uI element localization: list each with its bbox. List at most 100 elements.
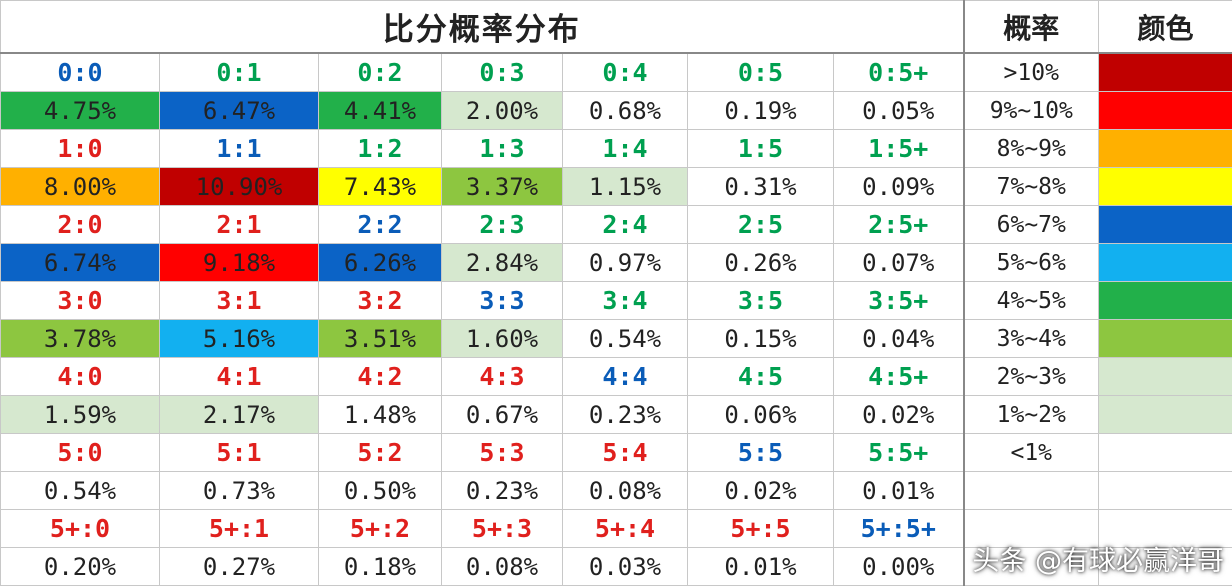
score-cell: 0:5 [687, 52, 834, 92]
probability-value: 1.48% [343, 400, 417, 429]
probability-value: 6.47% [202, 96, 276, 125]
score-cell: 5:4 [562, 433, 688, 472]
score-label: 4:3 [479, 362, 525, 391]
legend-color-swatch [1098, 357, 1232, 396]
score-cell: 5:2 [318, 433, 442, 472]
probability-cell: 0.26% [687, 243, 834, 282]
probability-cell: 6.47% [159, 91, 319, 130]
probability-cell: 3.51% [318, 319, 442, 358]
probability-cell: 0.23% [441, 471, 563, 510]
score-cell: 5+:5+ [833, 509, 965, 548]
score-label: 2:4 [602, 210, 648, 239]
probability-value: 3.51% [343, 324, 417, 353]
score-label: 0:3 [479, 58, 525, 87]
probability-cell: 1.59% [0, 395, 160, 434]
probability-value: 0.01% [862, 476, 935, 505]
probability-cell: 0.06% [687, 395, 834, 434]
legend-prob-header: 概率 [963, 0, 1099, 54]
probability-cell: 7.43% [318, 167, 442, 206]
probability-row: 3.78% 5.16% 3.51% 1.60% 0.54% 0.15% 0.04% 3%~4% [0, 319, 1232, 358]
legend-range: 6%~7% [996, 211, 1066, 238]
probability-cell: 6.26% [318, 243, 442, 282]
probability-value: 0.04% [862, 324, 935, 353]
legend-color-swatch [1098, 205, 1232, 244]
probability-value: 0.15% [724, 324, 797, 353]
legend-color-swatch [1098, 509, 1232, 548]
score-label: 5+:2 [349, 514, 411, 543]
probability-value: 0.68% [588, 96, 662, 125]
score-cell: 2:0 [0, 205, 160, 244]
score-label: 1:3 [479, 134, 525, 163]
probability-cell: 9.18% [159, 243, 319, 282]
score-label: 5:1 [216, 438, 262, 467]
score-cell: 0:4 [562, 52, 688, 92]
score-label: 5+:1 [208, 514, 270, 543]
probability-value: 0.06% [724, 400, 797, 429]
score-cell: 4:5 [687, 357, 834, 396]
score-row: 2:0 2:1 2:2 2:3 2:4 2:5 2:5+ 6%~7% [0, 205, 1232, 244]
score-cell: 5:5+ [833, 433, 965, 472]
score-label: 0:2 [357, 58, 403, 87]
legend-color-swatch [1098, 243, 1232, 282]
legend-range-cell: 8%~9% [963, 129, 1099, 168]
probability-row: 8.00% 10.90% 7.43% 3.37% 1.15% 0.31% 0.09% 7%~8… [0, 167, 1232, 206]
legend-color-header: 颜色 [1098, 0, 1232, 54]
probability-cell: 0.31% [687, 167, 834, 206]
probability-cell: 0.67% [441, 395, 563, 434]
score-label: 0:1 [216, 58, 262, 87]
score-label: 0:5 [737, 58, 784, 87]
score-cell: 1:0 [0, 129, 160, 168]
legend-range-cell: 7%~8% [963, 167, 1099, 206]
score-label: 2:5 [737, 210, 784, 239]
score-cell: 3:2 [318, 281, 442, 320]
probability-cell: 0.02% [833, 395, 965, 434]
probability-value: 0.26% [724, 248, 797, 277]
score-cell: 0:3 [441, 52, 563, 92]
probability-cell: 0.00% [833, 547, 965, 586]
probability-value: 0.08% [588, 476, 662, 505]
legend-range: 1%~2% [996, 401, 1066, 428]
probability-value: 0.18% [343, 552, 417, 581]
probability-row: 0.54% 0.73% 0.50% 0.23% 0.08% 0.02% 0.01% [0, 471, 1232, 510]
probability-value: 3.78% [43, 324, 117, 353]
legend-range: 2%~3% [996, 363, 1066, 390]
probability-value: 0.20% [43, 552, 117, 581]
legend-color-swatch [1098, 547, 1232, 586]
legend-range: 7%~8% [996, 173, 1066, 200]
probability-value: 4.41% [343, 96, 417, 125]
score-cell: 3:3 [441, 281, 563, 320]
probability-cell: 0.19% [687, 91, 834, 130]
legend-color-swatch [1098, 471, 1232, 510]
score-cell: 2:1 [159, 205, 319, 244]
probability-value: 0.08% [465, 552, 539, 581]
probability-cell: 0.03% [562, 547, 688, 586]
legend-color-swatch [1098, 91, 1232, 130]
legend-color-header-label: 颜色 [1137, 11, 1194, 45]
probability-row: 1.59% 2.17% 1.48% 0.67% 0.23% 0.06% 0.02% 1%~2% [0, 395, 1232, 434]
legend-range: <1% [1010, 439, 1053, 466]
probability-value: 7.43% [343, 172, 417, 201]
probability-value: 0.09% [862, 172, 935, 201]
score-cell: 2:3 [441, 205, 563, 244]
probability-value: 1.60% [465, 324, 539, 353]
score-label: 5:5 [737, 438, 784, 467]
legend-prob-header-label: 概率 [1003, 11, 1060, 45]
score-label: 5:2 [357, 438, 403, 467]
probability-value: 0.01% [724, 552, 797, 581]
score-cell: 2:5+ [833, 205, 965, 244]
score-label: 1:2 [357, 134, 403, 163]
legend-color-swatch [1098, 433, 1232, 472]
probability-cell: 0.73% [159, 471, 319, 510]
probability-value: 2.00% [465, 96, 539, 125]
score-cell: 0:0 [0, 52, 160, 92]
score-cell: 1:1 [159, 129, 319, 168]
probability-value: 6.74% [43, 248, 117, 277]
table-title-cell: 比分概率分布 [0, 0, 965, 54]
legend-range: 4%~5% [996, 287, 1066, 314]
probability-cell: 1.48% [318, 395, 442, 434]
score-cell: 2:2 [318, 205, 442, 244]
score-cell: 2:5 [687, 205, 834, 244]
probability-cell: 0.04% [833, 319, 965, 358]
probability-value: 0.31% [724, 172, 797, 201]
probability-value: 4.75% [43, 96, 117, 125]
